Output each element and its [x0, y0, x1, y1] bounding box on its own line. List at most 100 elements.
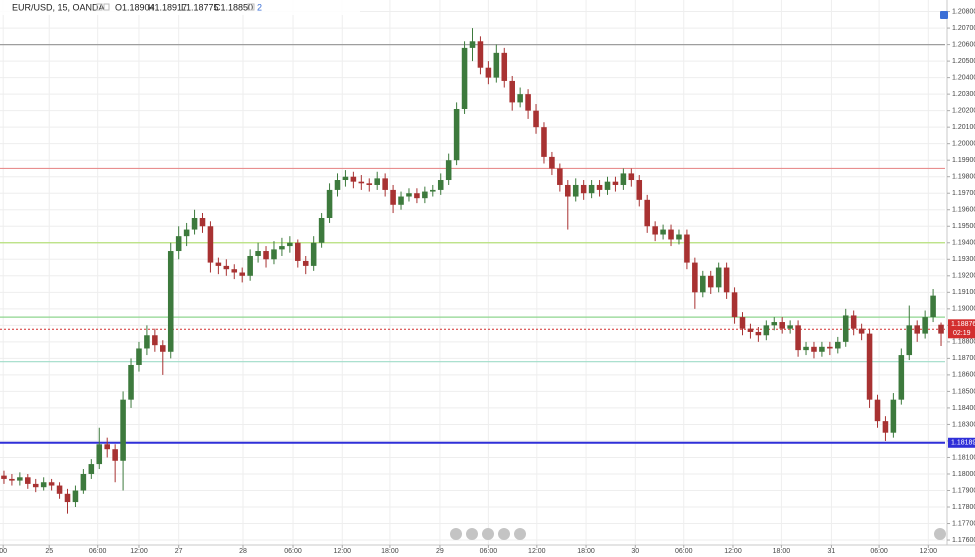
candle-body	[398, 196, 404, 205]
candle-body	[302, 260, 309, 266]
indicator-count[interactable]: 2	[257, 2, 262, 12]
y-tick-label: 1.17600	[952, 537, 975, 544]
x-tick-label: 28	[239, 548, 247, 555]
ohlc-value: L1.18775	[181, 2, 219, 12]
candle-body	[620, 173, 627, 185]
x-tick-label: 00	[0, 548, 7, 555]
zoom-out-button[interactable]	[466, 528, 478, 540]
y-tick-label: 1.19200	[952, 273, 975, 280]
scroll-left-button[interactable]	[450, 528, 462, 540]
scroll-to-end-button[interactable]	[934, 528, 946, 540]
candle-body	[700, 275, 706, 293]
x-tick-label: 06:00	[870, 548, 888, 555]
y-tick-label: 1.19500	[952, 223, 975, 230]
y-tick-label: 1.19400	[952, 240, 975, 247]
icon[interactable]	[96, 3, 103, 11]
ohlc-value: C1.18850	[214, 2, 253, 12]
candle-body	[191, 218, 198, 230]
candle-body	[739, 317, 746, 329]
price-label-bg	[948, 319, 975, 339]
candle-body	[652, 226, 658, 235]
countdown-label: 02:19	[953, 330, 971, 337]
candle-body	[858, 328, 865, 334]
x-tick-label: 18:00	[381, 548, 399, 555]
candle-body	[199, 218, 206, 227]
settings-button[interactable]	[940, 11, 948, 19]
y-tick-label: 1.17900	[952, 487, 975, 494]
y-tick-label: 1.19100	[952, 289, 975, 296]
candle-body	[493, 52, 500, 78]
x-tick-label: 12:00	[528, 548, 546, 555]
candle-body	[342, 176, 349, 181]
candle-body	[930, 295, 936, 318]
x-tick-label: 30	[631, 548, 639, 555]
y-tick-label: 1.20400	[952, 74, 975, 81]
candle-body	[874, 399, 881, 422]
candle-body	[811, 346, 817, 352]
candle-body	[136, 348, 142, 365]
candle-body	[644, 199, 650, 227]
candle-body	[453, 109, 460, 161]
x-tick-label: 12:00	[724, 548, 742, 555]
candle-body	[588, 184, 595, 194]
candle-body	[604, 181, 611, 190]
candle-body	[707, 275, 714, 288]
zoom-in-button[interactable]	[498, 528, 510, 540]
y-tick-label: 1.17700	[952, 520, 975, 527]
candle-body	[731, 292, 738, 318]
candle-body	[88, 464, 95, 474]
candle-body	[660, 229, 666, 235]
candle-body	[120, 399, 126, 461]
y-tick-label: 1.20600	[952, 41, 975, 48]
x-tick-label: 12:00	[920, 548, 938, 555]
candle-body	[866, 333, 873, 400]
candle-body	[723, 267, 730, 293]
y-tick-label: 1.20000	[952, 141, 975, 148]
candle-body	[612, 181, 619, 185]
candle-body	[525, 94, 531, 111]
y-tick-label: 1.18100	[952, 454, 975, 461]
candle-body	[406, 193, 412, 197]
candle-body	[898, 355, 905, 400]
reset-button[interactable]	[482, 528, 494, 540]
candle-body	[128, 364, 134, 400]
y-tick-label: 1.18800	[952, 339, 975, 346]
candle-body	[755, 331, 762, 336]
candle-body	[350, 176, 357, 182]
candle-body	[533, 110, 539, 128]
candle-body	[25, 477, 31, 484]
indicator-icon[interactable]	[247, 3, 255, 11]
candle-body	[461, 47, 468, 109]
y-tick-label: 1.20100	[952, 124, 975, 131]
y-tick-label: 1.18300	[952, 421, 975, 428]
candle-body	[890, 399, 897, 433]
candles	[1, 28, 944, 514]
candle-body	[485, 67, 492, 78]
y-tick-label: 1.19900	[952, 157, 975, 164]
candle-body	[112, 449, 118, 461]
x-tick-label: 06:00	[284, 548, 302, 555]
x-tick-label: 06:00	[89, 548, 107, 555]
candle-body	[580, 184, 587, 194]
candle-body	[72, 490, 79, 503]
x-tick-label: 29	[436, 548, 444, 555]
candle-body	[374, 178, 380, 185]
candle-body	[255, 251, 261, 256]
x-tick-label: 06:00	[480, 548, 498, 555]
x-tick-label: 31	[828, 548, 836, 555]
icon[interactable]	[103, 3, 110, 11]
scroll-right-button[interactable]	[514, 528, 526, 540]
candle-body	[763, 325, 770, 336]
y-tick-label: 1.19600	[952, 207, 975, 214]
candle-body	[247, 255, 253, 276]
price-label: 1.18876	[951, 321, 975, 328]
candle-body	[572, 184, 579, 197]
candle-body	[32, 483, 39, 488]
candle-body	[501, 52, 508, 81]
y-tick-label: 1.18700	[952, 355, 975, 362]
ohlc-value: H1.18917	[148, 2, 187, 12]
candle-body	[509, 80, 515, 103]
y-tick-label: 1.18500	[952, 388, 975, 395]
